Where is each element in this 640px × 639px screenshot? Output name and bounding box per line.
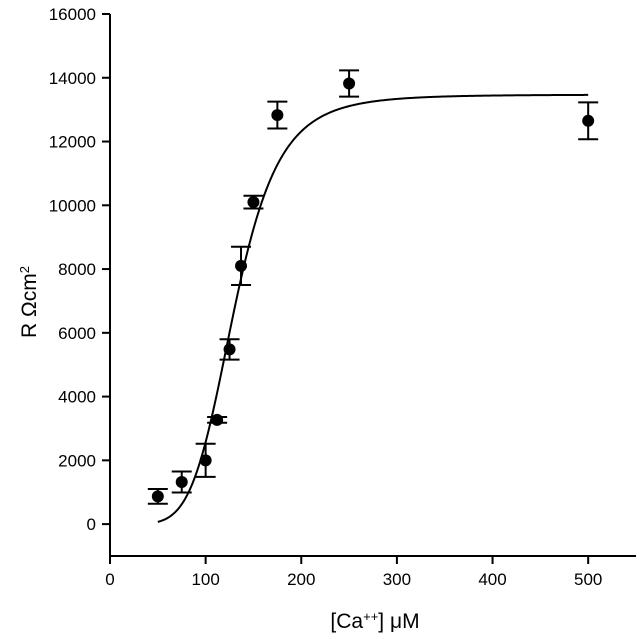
data-point-group-6 bbox=[243, 194, 264, 210]
y-tick-label-4: 8000 bbox=[58, 260, 96, 279]
x-axis-label-sup: ++ bbox=[363, 609, 378, 624]
y-tick-label-5: 10000 bbox=[49, 196, 96, 215]
data-point-group-4 bbox=[219, 338, 240, 361]
x-tick-label-5: 500 bbox=[574, 570, 602, 589]
data-point-0 bbox=[151, 490, 164, 503]
y-tick-label-0: 0 bbox=[87, 515, 96, 534]
x-axis-label-open: [Ca bbox=[330, 610, 363, 633]
y-axis-label: R Ωcm2 bbox=[17, 266, 42, 338]
data-point-4 bbox=[223, 343, 236, 356]
x-tick-label-2: 200 bbox=[287, 570, 315, 589]
y-tick-label-6: 12000 bbox=[49, 133, 96, 152]
x-tick-label-1: 100 bbox=[191, 570, 219, 589]
y-tick-label-1: 2000 bbox=[58, 451, 96, 470]
y-tick-label-3: 6000 bbox=[58, 324, 96, 343]
y-axis-label-sup: 2 bbox=[17, 266, 32, 273]
data-point-9 bbox=[582, 114, 595, 127]
data-points-layer bbox=[147, 69, 599, 505]
fit-curve bbox=[157, 93, 589, 523]
x-tick-label-4: 400 bbox=[478, 570, 506, 589]
data-point-2 bbox=[199, 454, 212, 467]
data-point-6 bbox=[247, 196, 260, 209]
data-point-group-1 bbox=[171, 470, 192, 494]
y-axis-label-main: R Ωcm bbox=[18, 273, 41, 338]
data-point-group-5 bbox=[231, 245, 252, 286]
x-tick-label-0: 0 bbox=[105, 570, 114, 589]
data-point-group-9 bbox=[578, 101, 599, 141]
axes bbox=[109, 14, 636, 557]
data-point-5 bbox=[235, 259, 248, 272]
x-tick-label-3: 300 bbox=[383, 570, 411, 589]
x-axis-label: [Ca++] μM bbox=[330, 609, 419, 634]
data-point-group-2 bbox=[195, 442, 216, 478]
data-point-group-0 bbox=[147, 488, 168, 505]
ticks: 0 100 200 300 400 500 0 2000 4000 6000 8000 10000 12… bbox=[49, 5, 603, 589]
data-point-group-8 bbox=[339, 69, 360, 98]
x-axis-label-close: ] μM bbox=[378, 610, 419, 633]
data-point-7 bbox=[271, 109, 284, 122]
data-point-group-7 bbox=[267, 100, 288, 130]
data-point-group-3 bbox=[207, 413, 228, 426]
y-tick-label-8: 16000 bbox=[49, 5, 96, 24]
y-tick-label-7: 14000 bbox=[49, 69, 96, 88]
data-point-8 bbox=[343, 77, 356, 90]
data-point-3 bbox=[211, 413, 224, 426]
y-tick-label-2: 4000 bbox=[58, 388, 96, 407]
fit-curve-layer bbox=[157, 93, 589, 523]
data-point-1 bbox=[175, 476, 188, 489]
